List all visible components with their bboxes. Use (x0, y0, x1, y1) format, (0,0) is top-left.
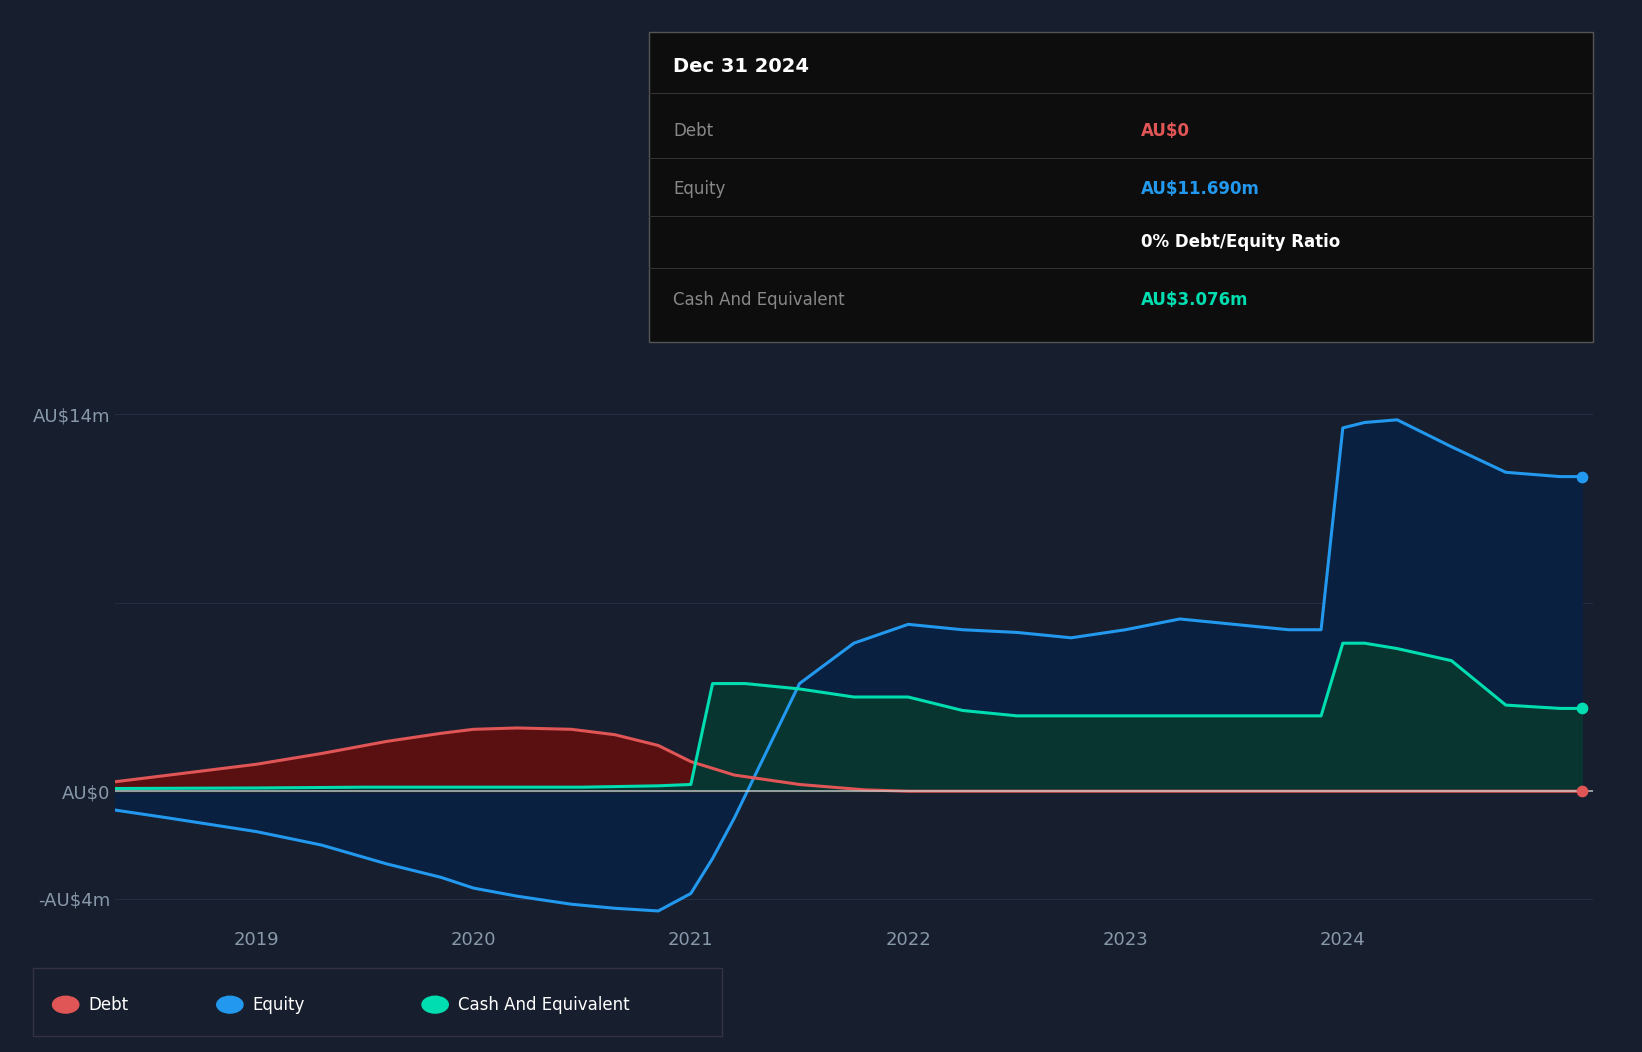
Text: Equity: Equity (673, 180, 726, 199)
Text: Debt: Debt (673, 122, 713, 141)
Point (1568, 468, 1594, 485)
Text: Equity: Equity (253, 995, 305, 1014)
Text: Dec 31 2024: Dec 31 2024 (673, 57, 810, 76)
Text: Cash And Equivalent: Cash And Equivalent (458, 995, 631, 1014)
Text: AU$11.690m: AU$11.690m (1141, 180, 1259, 199)
Text: AU$3.076m: AU$3.076m (1141, 290, 1248, 309)
Text: AU$0: AU$0 (1141, 122, 1190, 141)
Text: Debt: Debt (89, 995, 128, 1014)
Text: Cash And Equivalent: Cash And Equivalent (673, 290, 846, 309)
Point (1568, 783, 1594, 800)
Point (1568, 700, 1594, 716)
Text: 0% Debt/Equity Ratio: 0% Debt/Equity Ratio (1141, 232, 1340, 251)
